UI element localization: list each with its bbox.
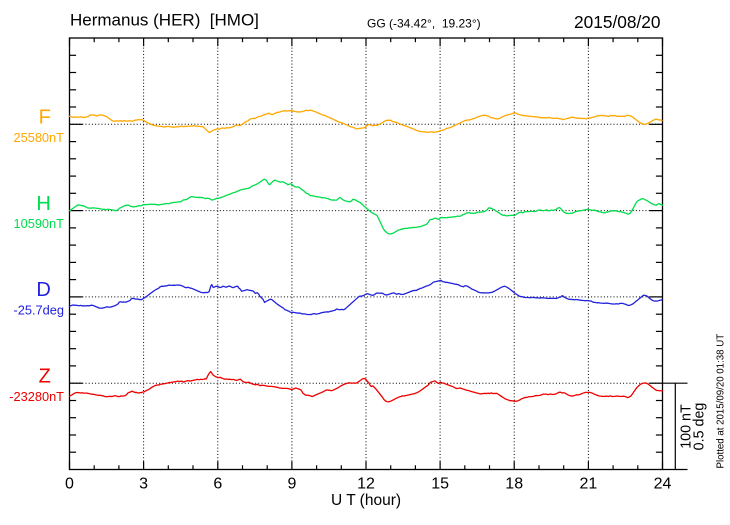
svg-text:GG (-34.42°, 19.23°): GG (-34.42°, 19.23°)	[367, 17, 481, 31]
svg-text:H: H	[36, 193, 50, 215]
svg-text:Plotted at 2015/09/20 01:38 UT: Plotted at 2015/09/20 01:38 UT	[716, 334, 727, 469]
svg-text:D: D	[36, 279, 50, 301]
svg-text:21: 21	[580, 476, 598, 493]
svg-text:10590nT: 10590nT	[13, 216, 64, 231]
svg-text:-23280nT: -23280nT	[9, 389, 64, 404]
svg-text:18: 18	[505, 476, 523, 493]
svg-text:12: 12	[357, 476, 375, 493]
svg-text:15: 15	[431, 476, 449, 493]
svg-text:6: 6	[213, 476, 222, 493]
svg-text:2015/08/20: 2015/08/20	[574, 12, 661, 32]
svg-text:0: 0	[65, 476, 74, 493]
svg-text:Z: Z	[39, 366, 51, 388]
svg-text:-25.7deg: -25.7deg	[13, 303, 64, 318]
svg-text:U T (hour): U T (hour)	[331, 492, 401, 509]
svg-text:0.5 deg: 0.5 deg	[692, 403, 708, 451]
svg-text:25580nT: 25580nT	[13, 130, 64, 145]
svg-text:3: 3	[139, 476, 148, 493]
svg-text:9: 9	[287, 476, 296, 493]
svg-text:100 nT: 100 nT	[679, 404, 695, 449]
svg-text:F: F	[39, 107, 51, 129]
svg-text:Hermanus (HER) [HMO]: Hermanus (HER) [HMO]	[70, 11, 259, 30]
svg-text:24: 24	[654, 476, 672, 493]
